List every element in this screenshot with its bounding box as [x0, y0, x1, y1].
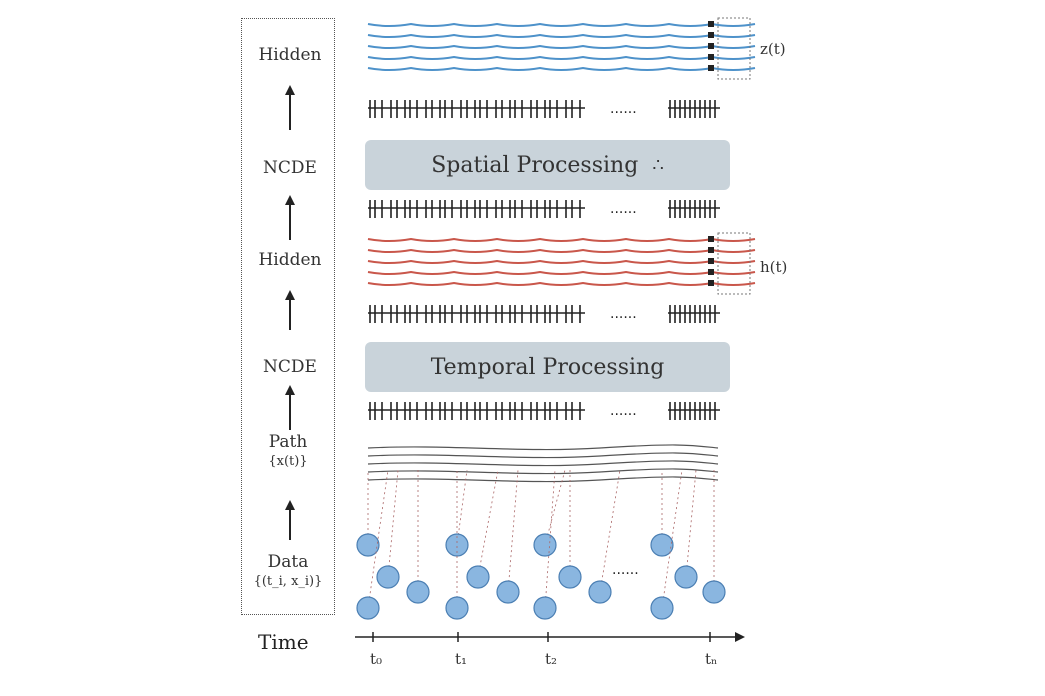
data-node — [356, 596, 380, 620]
arrow-data-to-path-head — [285, 500, 295, 510]
label-ncde-top: NCDE — [263, 158, 317, 178]
spike-train-4-ellipsis: ...... — [610, 403, 637, 419]
path-curve — [367, 452, 719, 459]
hidden-top-waves-endpoint — [708, 43, 714, 49]
spatial-processing-label: Spatial Processing — [431, 152, 639, 178]
hidden-mid-waves-line — [367, 270, 756, 275]
arrow-path-to-ncde-head — [285, 385, 295, 395]
hidden-top-waves-endpoint — [708, 32, 714, 38]
time-tick-n: tₙ — [705, 650, 718, 668]
label-hidden-top: Hidden — [258, 45, 322, 65]
data-node — [702, 580, 726, 604]
arrow-ncde-to-hidden-top-head — [285, 85, 295, 95]
spatial-processing-box: Spatial Processing ∴ — [365, 140, 730, 190]
data-node — [376, 565, 400, 589]
data-node — [356, 533, 380, 557]
hidden-mid-waves-endpoint — [708, 280, 714, 286]
hidden-top-waves-bracket — [717, 17, 751, 80]
label-data-line2: {(t_i, x_i)} — [253, 574, 323, 589]
data-node — [674, 565, 698, 589]
time-axis-label: Time — [258, 630, 309, 654]
nodes-ellipsis: ...... — [612, 562, 639, 578]
hidden-mid-waves-line — [367, 281, 756, 286]
temporal-processing-label: Temporal Processing — [430, 354, 665, 380]
hidden-mid-waves-line — [367, 237, 756, 242]
temporal-processing-box: Temporal Processing — [365, 342, 730, 392]
hidden-mid-waves-endpoint — [708, 258, 714, 264]
arrow-ncde-to-hidden-mid-head — [285, 290, 295, 300]
graph-icon: ∴ — [652, 154, 664, 176]
hidden-mid-waves-bracket — [717, 232, 751, 295]
path-curve — [367, 460, 719, 467]
hidden-mid-waves-line — [367, 248, 756, 253]
label-hidden-mid: Hidden — [258, 250, 322, 270]
label-ncde-bottom: NCDE — [263, 357, 317, 377]
time-tick-0: t₀ — [370, 650, 383, 668]
node-dotted-link — [685, 469, 697, 578]
node-dotted-link — [599, 469, 621, 593]
hidden-top-waves-endpoint — [708, 54, 714, 60]
data-node — [558, 565, 582, 589]
label-data-line1: Data — [267, 552, 309, 572]
path-curve — [367, 476, 719, 483]
node-dotted-link — [661, 469, 683, 609]
data-node — [533, 596, 557, 620]
annotation-mid-h: h(t) — [760, 258, 788, 276]
path-curve — [367, 444, 719, 451]
time-axis-arrowhead — [735, 632, 745, 642]
hidden-top-waves-line — [367, 33, 756, 38]
arrow-hidden-to-ncde-head — [285, 195, 295, 205]
label-path-line2: {x(t)} — [268, 454, 308, 469]
data-node — [496, 580, 520, 604]
node-dotted-link — [477, 469, 499, 578]
hidden-top-waves-endpoint — [708, 21, 714, 27]
data-node — [466, 565, 490, 589]
data-node — [588, 580, 612, 604]
data-node — [533, 533, 557, 557]
spike-train-1-ellipsis: ...... — [610, 101, 637, 117]
annotation-top-z: z(t) — [760, 40, 786, 58]
label-data: Data {(t_i, x_i)} — [244, 552, 332, 592]
label-path: Path {x(t)} — [244, 432, 332, 472]
hidden-top-waves-line — [367, 55, 756, 60]
node-dotted-link — [544, 469, 556, 609]
path-curve — [367, 468, 719, 475]
hidden-top-waves-line — [367, 44, 756, 49]
hidden-top-waves-endpoint — [708, 65, 714, 71]
hidden-mid-waves-line — [367, 259, 756, 264]
spike-train-2-ellipsis: ...... — [610, 201, 637, 217]
time-tick-1: t₁ — [455, 650, 468, 668]
node-dotted-link — [367, 469, 389, 609]
spike-train-3-ellipsis: ...... — [610, 306, 637, 322]
hidden-mid-waves-endpoint — [708, 236, 714, 242]
hidden-top-waves-line — [367, 66, 756, 71]
data-node — [650, 533, 674, 557]
time-tick-2: t₂ — [545, 650, 558, 668]
data-node — [650, 596, 674, 620]
hidden-top-waves-line — [367, 22, 756, 27]
left-dotted-frame — [241, 18, 335, 615]
hidden-mid-waves-endpoint — [708, 247, 714, 253]
node-dotted-link — [387, 469, 399, 578]
hidden-mid-waves-endpoint — [708, 269, 714, 275]
data-node — [406, 580, 430, 604]
data-node — [445, 596, 469, 620]
node-dotted-link — [507, 469, 519, 593]
label-path-line1: Path — [268, 432, 308, 452]
